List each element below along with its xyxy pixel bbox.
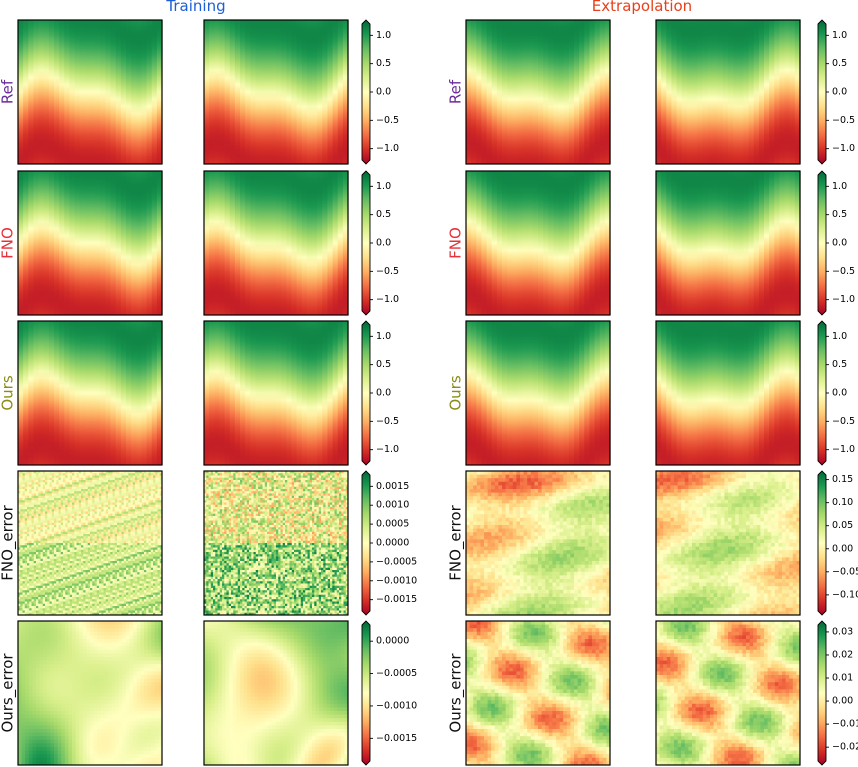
colorbar-tick-label: −0.0015 [376,594,417,605]
colorbar-tick-label: −1.0 [376,444,399,455]
colorbar-tick-label: −0.01 [832,719,858,730]
colorbar-r4-g1: −0.02 −0.01 0.00 0.01 0.02 0.03 [817,620,858,766]
row-label-3-g1: FNO_error [447,504,466,580]
panel-r3-c0 [17,470,163,616]
row-label-0-g0: Ref [0,79,17,104]
colorbar-tick-label: 0.02 [832,649,853,660]
panel-r2-c3 [655,320,801,466]
colorbar-r4-g0: −0.0015 −0.0010 −0.0005 0.0000 [361,620,417,766]
panel-r0-c0 [17,19,163,165]
panel-r3-c2 [465,470,611,616]
colorbar-r3-g0: −0.0015 −0.0010 −0.0005 0.0000 0.0005 0.0010 0… [361,470,417,616]
colorbar-tick-label: −1.0 [832,444,855,455]
colorbars: −1.0 −0.5 0.0 0.5 1.0 −1.0 −0.5 0.0 0.5 1.0 −1.0 −0… [361,19,858,766]
colorbar-tick-label: 0.5 [376,359,391,370]
colorbar-tick-label: −0.05 [832,566,858,577]
colorbar-tick-label: −1.0 [376,294,399,305]
colorbar-tick-label: 0.0 [832,388,847,399]
panel-r1-c0 [17,170,163,316]
colorbar-tick-label: −0.0005 [376,668,417,679]
colorbar-tick-label: 0.0000 [376,636,409,647]
colorbar-tick-label: 0.0010 [376,500,409,511]
panel-r0-c2 [465,19,611,165]
row-label-3-g0: FNO_error [0,504,18,580]
colorbar-tick-label: 1.0 [376,181,391,192]
colorbar-tick-label: −0.10 [832,589,858,600]
colorbar-tick-label: 0.10 [832,497,853,508]
colorbar-r3-g1: −0.10 −0.05 0.00 0.05 0.10 0.15 [817,470,858,616]
colorbar-tick-label: 0.0 [376,388,391,399]
colorbar-r1-g1: −1.0 −0.5 0.0 0.5 1.0 [817,170,855,316]
row-label-4-g1: Ours_error [447,653,466,733]
colorbar-tick-label: −0.5 [832,416,855,427]
panel-r4-c3 [655,620,801,766]
panel-r4-c2 [465,620,611,766]
colorbar-tick-label: −0.0015 [376,733,417,744]
colorbar-tick-label: 0.5 [832,209,847,220]
panel-r0-c3 [655,19,801,165]
colorbar-tick-label: 0.01 [832,673,853,684]
colorbar-tick-label: 1.0 [832,181,847,192]
colorbar-tick-label: 0.05 [832,520,853,531]
colorbar-tick-label: −0.5 [832,266,855,277]
panel-r1-c1 [203,170,349,316]
colorbar-tick-label: −1.0 [832,143,855,154]
extrapolation-title: Extrapolation [592,0,692,15]
row-label-2-g0: Ours [0,375,17,410]
colorbar-tick-label: −0.5 [832,115,855,126]
colorbar-tick-label: 0.5 [832,58,847,69]
colorbar-tick-label: 0.03 [832,626,853,637]
row-label-4-g0: Ours_error [0,653,18,733]
colorbar-r1-g0: −1.0 −0.5 0.0 0.5 1.0 [361,170,399,316]
colorbar-tick-label: 0.00 [832,696,853,707]
row-labels: Ref FNO Ours FNO_error Ours_error Ref FNO Ours F… [0,79,466,732]
colorbar-tick-label: 0.0000 [376,538,409,549]
colorbar-r2-g0: −1.0 −0.5 0.0 0.5 1.0 [361,320,399,466]
row-label-1-g0: FNO [0,227,17,259]
row-label-0-g1: Ref [447,79,465,104]
row-label-1-g1: FNO [447,227,465,259]
colorbar-tick-label: 0.0 [832,238,847,249]
colorbar-tick-label: −0.5 [376,416,399,427]
training-title: Training [166,0,225,15]
colorbar-tick-label: −0.0005 [376,556,417,567]
panel-r2-c2 [465,320,611,466]
colorbar-tick-label: −0.5 [376,115,399,126]
colorbar-tick-label: −0.02 [832,742,858,753]
colorbar-tick-label: 0.0 [376,87,391,98]
colorbar-r0-g1: −1.0 −0.5 0.0 0.5 1.0 [817,19,855,165]
panel-r3-c1 [203,470,349,616]
panel-r3-c3 [655,470,801,616]
panel-r0-c1 [203,19,349,165]
panel-r4-c0 [17,620,163,766]
panel-r1-c3 [655,170,801,316]
colorbar-tick-label: 0.0 [832,87,847,98]
colorbar-tick-label: 0.15 [832,474,853,485]
panel-r2-c0 [17,320,163,466]
colorbar-tick-label: 0.0015 [376,481,409,492]
colorbar-tick-label: 1.0 [832,331,847,342]
heatmap-panels [17,19,801,766]
colorbar-tick-label: 1.0 [376,331,391,342]
colorbar-r0-g0: −1.0 −0.5 0.0 0.5 1.0 [361,19,399,165]
colorbar-tick-label: −0.5 [376,266,399,277]
colorbar-r2-g1: −1.0 −0.5 0.0 0.5 1.0 [817,320,855,466]
colorbar-tick-label: −0.0010 [376,700,417,711]
panel-r1-c2 [465,170,611,316]
panel-r2-c1 [203,320,349,466]
colorbar-tick-label: −0.0010 [376,575,417,586]
colorbar-tick-label: 0.0005 [376,519,409,530]
colorbar-tick-label: −1.0 [832,294,855,305]
colorbar-tick-label: 0.0 [376,238,391,249]
colorbar-tick-label: 1.0 [376,30,391,41]
colorbar-tick-label: 0.00 [832,543,853,554]
row-label-2-g1: Ours [447,375,465,410]
panel-r4-c1 [203,620,349,766]
colorbar-tick-label: −1.0 [376,143,399,154]
colorbar-tick-label: 0.5 [376,58,391,69]
colorbar-tick-label: 0.5 [832,359,847,370]
colorbar-tick-label: 1.0 [832,30,847,41]
colorbar-tick-label: 0.5 [376,209,391,220]
